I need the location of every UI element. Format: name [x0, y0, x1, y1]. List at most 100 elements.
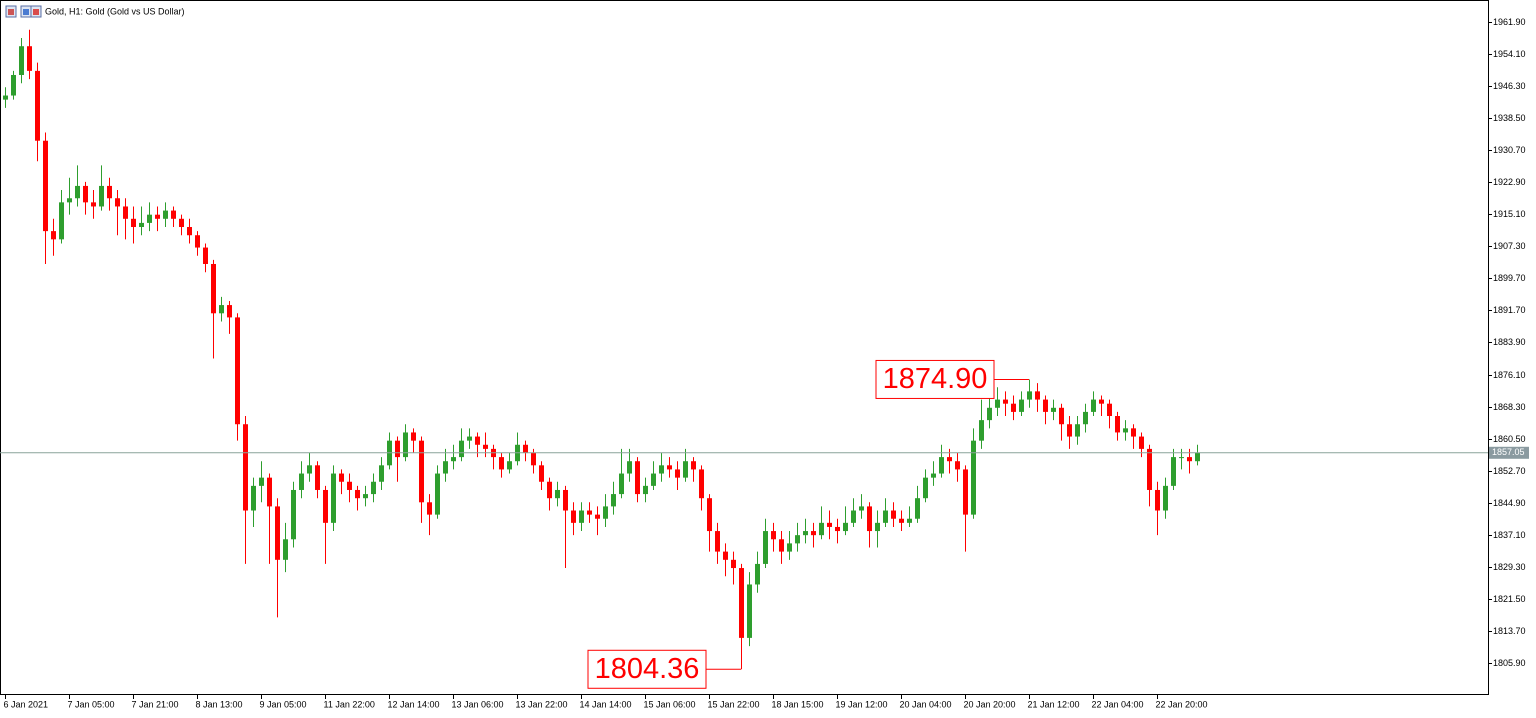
- candle-body: [779, 539, 784, 552]
- candle-body: [83, 185, 88, 203]
- x-tick-label: 13 Jan 22:00: [516, 699, 568, 709]
- candle-body: [27, 46, 32, 71]
- y-tick-label: 1907.30: [1493, 241, 1526, 251]
- candle-body: [835, 526, 840, 532]
- candle-body: [763, 531, 768, 564]
- candle-body: [1083, 411, 1088, 425]
- candle-body: [955, 461, 960, 470]
- candle-body: [267, 477, 272, 507]
- candle-body: [723, 551, 728, 560]
- candle-body: [755, 563, 760, 585]
- candle-body: [3, 95, 8, 100]
- y-tick-label: 1930.70: [1493, 145, 1526, 155]
- candle-body: [395, 440, 400, 458]
- candle-body: [443, 461, 448, 474]
- candle-body: [339, 473, 344, 482]
- candle-body: [1019, 399, 1024, 412]
- candle-body: [139, 222, 144, 228]
- candle-body: [1067, 424, 1072, 437]
- candle-body: [315, 465, 320, 490]
- candle-body: [1155, 489, 1160, 511]
- candle-body: [635, 461, 640, 495]
- candle-body: [619, 473, 624, 495]
- candle-body: [1027, 391, 1032, 400]
- candle-body: [531, 452, 536, 466]
- candle-body: [643, 485, 648, 495]
- candle-body: [107, 185, 112, 199]
- annotation-label: 1874.90: [883, 363, 988, 395]
- candle-body: [627, 461, 632, 474]
- candle-body: [907, 518, 912, 523]
- candle-body: [683, 461, 688, 478]
- y-tick-label: 1813.70: [1493, 626, 1526, 636]
- y-tick-label: 1922.90: [1493, 177, 1526, 187]
- candle-body: [771, 531, 776, 540]
- candle-body: [299, 473, 304, 490]
- y-tick-label: 1961.90: [1493, 17, 1526, 27]
- candle-body: [467, 436, 472, 441]
- candle-body: [1003, 399, 1008, 404]
- x-tick-label: 12 Jan 14:00: [388, 699, 440, 709]
- candle-body: [187, 227, 192, 236]
- candle-body: [1187, 457, 1192, 462]
- candle-body: [11, 74, 16, 96]
- candle-body: [427, 502, 432, 515]
- candle-body: [259, 477, 264, 486]
- candle-body: [891, 510, 896, 519]
- candle-body: [843, 522, 848, 532]
- candle-body: [59, 202, 64, 240]
- candle-body: [739, 568, 744, 638]
- y-tick-label: 1946.30: [1493, 81, 1526, 91]
- candle-body: [1123, 428, 1128, 433]
- candle-body: [355, 489, 360, 499]
- candle-body: [611, 494, 616, 507]
- candle-body: [595, 514, 600, 519]
- x-tick-label: 14 Jan 14:00: [580, 699, 632, 709]
- candle-body: [803, 531, 808, 536]
- candle-body: [947, 457, 952, 462]
- candle-body: [219, 305, 224, 314]
- candle-body: [1139, 436, 1144, 449]
- candle-body: [603, 506, 608, 519]
- x-tick-label: 20 Jan 04:00: [900, 699, 952, 709]
- candle-body: [163, 210, 168, 219]
- candle-body: [291, 489, 296, 540]
- x-tick-label: 15 Jan 22:00: [708, 699, 760, 709]
- candles: [3, 29, 1200, 670]
- candle-body: [411, 432, 416, 441]
- y-tick-label: 1852.70: [1493, 466, 1526, 476]
- candle-body: [971, 440, 976, 515]
- candle-body: [931, 473, 936, 478]
- candle-body: [851, 510, 856, 523]
- candle-body: [795, 535, 800, 544]
- candle-body: [251, 485, 256, 511]
- candle-body: [1059, 407, 1064, 425]
- candle-body: [811, 531, 816, 536]
- candle-body: [787, 543, 792, 552]
- candle-body: [507, 461, 512, 470]
- y-tick-label: 1899.70: [1493, 273, 1526, 283]
- candle-body: [523, 444, 528, 453]
- candle-body: [939, 457, 944, 474]
- candle-body: [171, 210, 176, 219]
- y-tick-label: 1829.30: [1493, 562, 1526, 572]
- y-tick-label: 1954.10: [1493, 49, 1526, 59]
- candle-body: [1051, 407, 1056, 412]
- candle-body: [243, 424, 248, 511]
- candle-body: [19, 46, 24, 75]
- candle-body: [483, 444, 488, 449]
- candle-body: [667, 465, 672, 470]
- candle-body: [51, 231, 56, 240]
- candle-body: [867, 506, 872, 532]
- y-tick-label: 1891.70: [1493, 305, 1526, 315]
- window-icons: [5, 5, 42, 18]
- plot-frame: [0, 0, 1489, 695]
- chart-title: Gold, H1: Gold (Gold vs US Dollar): [45, 6, 185, 16]
- x-tick-label: 11 Jan 22:00: [324, 699, 375, 709]
- candle-body: [475, 436, 480, 445]
- candle-body: [579, 510, 584, 523]
- y-tick-label: 1915.10: [1493, 209, 1526, 219]
- candle-body: [555, 489, 560, 499]
- candle-body: [43, 140, 48, 232]
